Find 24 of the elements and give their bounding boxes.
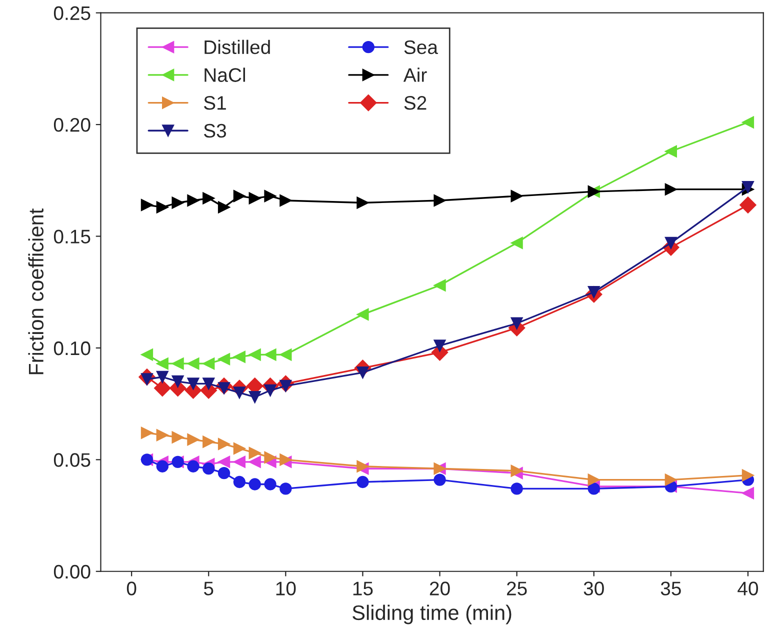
x-tick-label: 30 — [584, 582, 604, 596]
y-tick-label: 0.20 — [54, 118, 90, 132]
legend-label: S1 — [204, 96, 226, 110]
x-axis-title: Sliding time (min) — [352, 604, 512, 624]
legend-label: S2 — [404, 96, 426, 110]
y-axis-title: Friction coefficient — [28, 208, 44, 374]
y-tick-label: 0.25 — [54, 6, 90, 20]
x-tick-label: 40 — [738, 582, 758, 596]
legend-label: Air — [403, 68, 427, 82]
legend-label: Sea — [404, 40, 438, 54]
y-tick-label: 0.05 — [54, 453, 90, 467]
x-tick-label: 20 — [430, 582, 450, 596]
y-tick-label: 0.00 — [54, 564, 90, 579]
legend-label: S3 — [204, 124, 226, 138]
y-tick-label: 0.10 — [54, 341, 90, 356]
legend-label: Distilled — [204, 40, 270, 54]
y-tick-label: 0.15 — [54, 230, 90, 244]
x-tick-label: 0 — [126, 582, 136, 596]
legend-label: NaCl — [204, 68, 246, 82]
x-tick-label: 15 — [353, 582, 373, 596]
x-tick-label: 35 — [660, 582, 681, 596]
x-tick-label: 5 — [204, 582, 214, 596]
x-tick-label: 25 — [506, 582, 527, 596]
x-tick-label: 10 — [276, 582, 296, 596]
